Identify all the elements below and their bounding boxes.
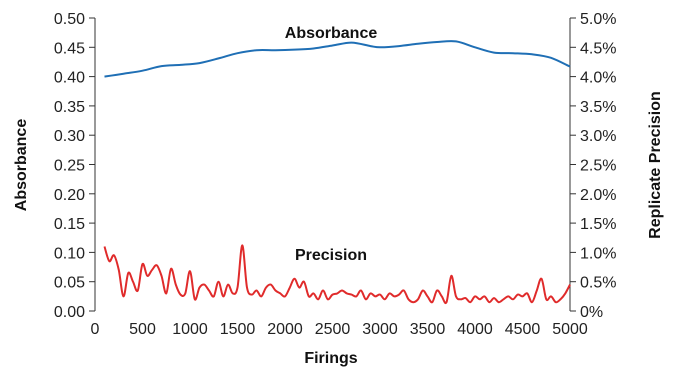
x-tick-label: 4500 [505,321,541,338]
y-axis-title: Absorbance [13,119,30,212]
axes [94,18,571,311]
y-tick-label: 0.15 [54,216,85,233]
y-tick-label: 0.20 [54,187,85,204]
y-tick-label: 0.45 [54,40,85,57]
series-line-precision [103,244,571,305]
y2-tick-label: 4.0% [580,70,616,87]
plot-area [103,40,571,305]
series-line-absorbance [104,40,571,78]
x-tick-label: 4000 [457,321,493,338]
y-tick-label: 0.35 [54,99,85,116]
y-tick-label: 0.10 [54,245,85,262]
x-tick-label: 3000 [362,321,398,338]
x-tick-label: 0 [91,321,100,338]
y-tick-label: 0.40 [54,70,85,87]
y2-tick-label: 0.5% [580,275,616,292]
y2-axis-title: Replicate Precision [647,91,664,239]
y2-tick-label: 5.0% [580,11,616,28]
x-tick-label: 500 [129,321,156,338]
y2-axis-ticks: 0% 0.5% 1.0% 1.5% 2.0% 2.5% 3.0% 3.5% 4.0% 4.5% 5.… [570,11,616,321]
y2-tick-label: 3.5% [580,99,616,116]
y2-tick-label: 2.0% [580,187,616,204]
y2-tick-label: 2.5% [580,158,616,175]
y2-tick-label: 4.5% [580,40,616,57]
x-axis-title: Firings [304,350,357,367]
x-tick-label: 1000 [172,321,208,338]
y2-tick-label: 3.0% [580,128,616,145]
y-axis-ticks: 0.00 0.05 0.10 0.15 0.20 0.25 0.30 0.35 0.40 0.45… [54,11,95,321]
y-tick-label: 0.05 [54,275,85,292]
y-tick-label: 0.25 [54,158,85,175]
y-tick-label: 0.00 [54,304,85,321]
y2-tick-label: 0% [580,304,603,321]
x-axis-ticks: 0 500 1000 1500 2000 2500 3000 3500 4000 4500 5000 [91,321,588,338]
y-tick-label: 0.50 [54,11,85,28]
x-tick-label: 2000 [267,321,303,338]
x-tick-label: 3500 [410,321,446,338]
y-tick-label: 0.30 [54,128,85,145]
x-tick-label: 2500 [315,321,351,338]
x-tick-label: 1500 [220,321,256,338]
series-label-absorbance: Absorbance [285,25,378,42]
x-tick-label: 5000 [552,321,588,338]
y2-tick-label: 1.5% [580,216,616,233]
y2-tick-label: 1.0% [580,245,616,262]
series-label-precision: Precision [295,247,367,264]
